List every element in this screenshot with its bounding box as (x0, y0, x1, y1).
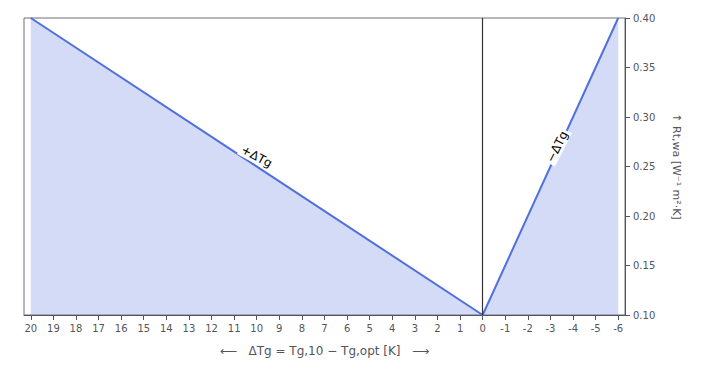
svg-text:-2: -2 (523, 323, 533, 334)
svg-text:0.35: 0.35 (633, 62, 655, 73)
svg-text:-3: -3 (545, 323, 555, 334)
svg-text:18: 18 (70, 323, 83, 334)
svg-text:6: 6 (344, 323, 350, 334)
svg-text:1: 1 (457, 323, 463, 334)
svg-text:0.15: 0.15 (633, 260, 655, 271)
svg-text:0.25: 0.25 (633, 161, 655, 172)
svg-text:8: 8 (299, 323, 305, 334)
svg-text:19: 19 (47, 323, 60, 334)
svg-text:12: 12 (205, 323, 218, 334)
svg-text:+ΔTg: +ΔTg (239, 143, 275, 171)
svg-text:4: 4 (389, 323, 395, 334)
svg-text:15: 15 (137, 323, 150, 334)
svg-text:-6: -6 (613, 323, 623, 334)
svg-text:0.20: 0.20 (633, 211, 655, 222)
svg-text:16: 16 (115, 323, 128, 334)
svg-text:0.40: 0.40 (633, 13, 655, 24)
svg-text:9: 9 (276, 323, 282, 334)
svg-text:5: 5 (367, 323, 373, 334)
svg-text:3: 3 (412, 323, 418, 334)
svg-text:0: 0 (479, 323, 485, 334)
svg-text:10: 10 (250, 323, 263, 334)
svg-text:7: 7 (321, 323, 327, 334)
svg-text:↑ Rt,wa [W⁻¹ m²·K]: ↑ Rt,wa [W⁻¹ m²·K] (670, 113, 683, 219)
svg-text:0.30: 0.30 (633, 112, 655, 123)
svg-text:⟵ ΔTg = Tg,10 − Tg,opt [K]: ⟵ ΔTg = Tg,10 − Tg,opt [K] ⟶ (220, 344, 429, 358)
svg-text:11: 11 (228, 323, 241, 334)
svg-text:2: 2 (434, 323, 440, 334)
svg-text:14: 14 (160, 323, 173, 334)
svg-text:-4: -4 (568, 323, 578, 334)
svg-text:20: 20 (24, 323, 37, 334)
svg-text:13: 13 (183, 323, 196, 334)
svg-text:17: 17 (92, 323, 105, 334)
svg-text:0.10: 0.10 (633, 310, 655, 321)
svg-text:−ΔTg: −ΔTg (543, 129, 571, 165)
svg-text:-1: -1 (500, 323, 510, 334)
svg-text:-5: -5 (591, 323, 601, 334)
